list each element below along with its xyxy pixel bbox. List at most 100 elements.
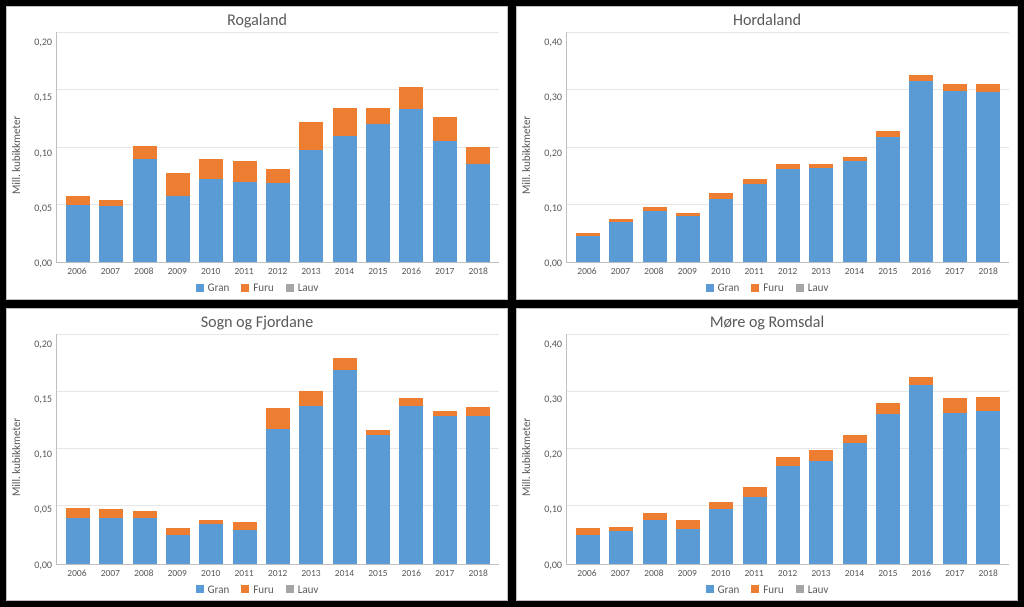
x-tick-label: 2010 — [709, 265, 733, 277]
legend-swatch — [751, 284, 759, 292]
x-tick-label: 2016 — [399, 567, 423, 579]
bar — [843, 334, 867, 564]
y-axis: 0,400,300,200,100,00 — [534, 32, 566, 277]
bar-segment-gran — [466, 416, 490, 563]
bar-segment-gran — [266, 429, 290, 564]
x-tick-label: 2015 — [876, 265, 900, 277]
x-tick-label: 2015 — [876, 567, 900, 579]
plot-area — [566, 334, 1009, 565]
bar-segment-furu — [843, 435, 867, 442]
x-tick-label: 2017 — [943, 265, 967, 277]
bar-segment-furu — [299, 391, 323, 406]
bar-segment-furu — [909, 377, 933, 386]
bar — [943, 334, 967, 564]
bar-segment-gran — [166, 196, 190, 262]
y-tick-label: 0,40 — [544, 37, 562, 47]
bar — [876, 334, 900, 564]
y-tick-label: 0,00 — [544, 258, 562, 268]
bar-segment-gran — [943, 91, 967, 262]
x-axis: 2006200720082009201020112012201320142015… — [566, 263, 1009, 277]
y-tick-label: 0,00 — [34, 258, 52, 268]
x-tick-label: 2006 — [575, 265, 599, 277]
bar-segment-gran — [976, 92, 1000, 262]
bar-segment-furu — [676, 520, 700, 529]
x-tick-label: 2010 — [199, 567, 223, 579]
bar — [643, 32, 667, 262]
bar-segment-furu — [299, 122, 323, 151]
x-tick-label: 2009 — [165, 265, 189, 277]
bar-segment-gran — [643, 520, 667, 563]
legend-label: Lauv — [808, 583, 829, 596]
x-tick-label: 2016 — [909, 265, 933, 277]
x-tick-label: 2015 — [366, 265, 390, 277]
legend-label: Lauv — [298, 281, 319, 294]
x-tick-label: 2011 — [742, 567, 766, 579]
legend-swatch — [751, 585, 759, 593]
bar — [643, 334, 667, 564]
legend-item: Furu — [241, 281, 273, 294]
legend-swatch — [796, 284, 804, 292]
y-tick-label: 0,20 — [544, 148, 562, 158]
bar-segment-gran — [99, 518, 123, 564]
bar-segment-gran — [66, 518, 90, 564]
bar-segment-gran — [576, 535, 600, 564]
chart-panel: RogalandMill. kubikkmeter0,200,150,100,0… — [6, 6, 508, 300]
legend-swatch — [706, 284, 714, 292]
bar — [333, 334, 357, 564]
bar-segment-furu — [233, 161, 257, 182]
bar-segment-gran — [843, 161, 867, 262]
legend-label: Gran — [718, 281, 740, 294]
bar — [976, 334, 1000, 564]
bar — [976, 32, 1000, 262]
x-tick-label: 2013 — [299, 567, 323, 579]
bar-segment-gran — [266, 183, 290, 262]
bar-segment-furu — [399, 87, 423, 109]
legend-item: Lauv — [796, 583, 829, 596]
bar-segment-furu — [466, 147, 490, 164]
bar-segment-furu — [943, 398, 967, 412]
y-axis-label: Mill. kubikkmeter — [519, 334, 534, 579]
x-axis: 2006200720082009201020112012201320142015… — [566, 565, 1009, 579]
bar — [66, 32, 90, 262]
legend-item: Gran — [706, 583, 740, 596]
bar-segment-gran — [133, 159, 157, 263]
bar-segment-furu — [66, 196, 90, 204]
legend-swatch — [241, 585, 249, 593]
legend-swatch — [241, 284, 249, 292]
x-tick-label: 2017 — [943, 567, 967, 579]
bar-segment-gran — [299, 406, 323, 564]
legend-swatch — [286, 585, 294, 593]
bar-segment-gran — [776, 466, 800, 564]
bar-segment-furu — [976, 84, 1000, 91]
bar-segment-gran — [743, 497, 767, 563]
chart-grid: RogalandMill. kubikkmeter0,200,150,100,0… — [0, 0, 1024, 607]
bar — [99, 32, 123, 262]
bar — [133, 32, 157, 262]
x-tick-label: 2013 — [809, 265, 833, 277]
legend-label: Lauv — [298, 583, 319, 596]
bar-segment-furu — [166, 528, 190, 535]
bar — [609, 334, 633, 564]
legend-label: Furu — [763, 583, 783, 596]
bar — [433, 32, 457, 262]
bar — [776, 334, 800, 564]
bar — [366, 32, 390, 262]
bar-segment-furu — [199, 159, 223, 180]
bar — [399, 334, 423, 564]
legend-item: Furu — [751, 281, 783, 294]
bar-segment-gran — [233, 530, 257, 563]
bar-segment-gran — [809, 461, 833, 563]
plot-area — [56, 334, 499, 565]
legend: GranFuruLauv — [517, 279, 1017, 299]
bar-segment-gran — [709, 199, 733, 262]
bar-segment-gran — [609, 531, 633, 563]
bar-segment-furu — [66, 508, 90, 517]
bar-segment-furu — [266, 408, 290, 429]
x-tick-label: 2009 — [675, 567, 699, 579]
bar — [809, 32, 833, 262]
chart-title: Rogaland — [7, 11, 507, 30]
x-axis: 2006200720082009201020112012201320142015… — [56, 263, 499, 277]
bar-segment-gran — [333, 136, 357, 263]
y-tick-label: 0,40 — [544, 339, 562, 349]
x-tick-label: 2017 — [433, 265, 457, 277]
